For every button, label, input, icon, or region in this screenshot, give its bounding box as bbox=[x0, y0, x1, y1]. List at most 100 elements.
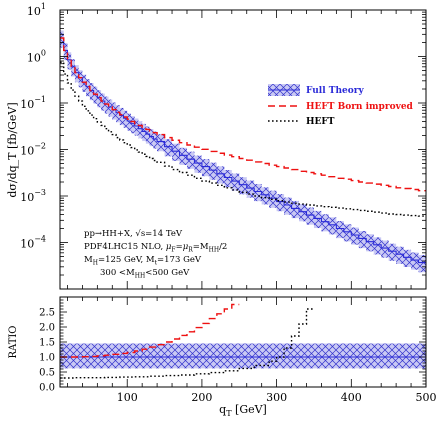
full-theory-band-bin bbox=[104, 96, 109, 114]
annotation-line-3: MH=125 GeV, Mt=173 GeV bbox=[84, 255, 202, 267]
legend-heft-born-improved: HEFT Born improved bbox=[268, 102, 414, 112]
legend: Full Theory HEFT Born improved HEFT bbox=[268, 84, 414, 127]
full-theory-band-bin bbox=[89, 83, 94, 101]
full-theory-band-bin bbox=[101, 93, 105, 111]
full-theory-band-bin bbox=[164, 139, 173, 157]
annotation-a: PDF4LHC15 NLO, bbox=[84, 242, 166, 252]
ratio-y-tick-label: 2.5 bbox=[39, 308, 55, 319]
annotation-tail: /2 bbox=[219, 242, 227, 252]
ratio-plot bbox=[60, 303, 426, 379]
full-theory-band-bin bbox=[366, 234, 374, 252]
full-theory-band-bin bbox=[351, 227, 359, 245]
full-theory-band-bin bbox=[358, 230, 367, 249]
annotation-a: 300 <M bbox=[100, 268, 135, 278]
full-theory-band-bin bbox=[82, 74, 87, 92]
annotation-t: pp→HH+X, √s=14 TeV bbox=[84, 229, 183, 239]
full-theory-band-bin bbox=[123, 110, 128, 128]
full-theory-band-bin bbox=[403, 249, 412, 267]
full-theory-band-bin bbox=[145, 126, 150, 144]
annotation-b: <500 GeV bbox=[145, 268, 190, 278]
x-axis-label-unit: [GeV] bbox=[232, 403, 267, 416]
full-theory-band-bin bbox=[86, 79, 90, 97]
full-theory-band-bin bbox=[93, 86, 98, 104]
ratio-heft-born-improved-line bbox=[60, 303, 240, 358]
full-theory-band-bin bbox=[343, 224, 352, 242]
main-y-tick-label-base: 10 bbox=[20, 191, 34, 204]
full-theory-band-bin bbox=[134, 118, 139, 136]
full-theory-band-bin bbox=[127, 113, 131, 131]
main-y-tick-label-exp: −1 bbox=[34, 95, 46, 104]
main-y-tick-label-exp: −2 bbox=[34, 142, 46, 151]
main-y-tick-label-base: 10 bbox=[27, 5, 41, 18]
ratio-x-tick-label: 400 bbox=[341, 391, 362, 404]
legend-label: HEFT bbox=[306, 117, 335, 127]
main-y-tick-label: 10−1 bbox=[20, 95, 46, 111]
full-theory-band-bin bbox=[291, 200, 300, 219]
full-theory-band-bin bbox=[396, 246, 404, 264]
main-y-tick-label-exp: 1 bbox=[41, 2, 46, 11]
heft-born-improved-line bbox=[60, 37, 426, 192]
ratio-plot-ticks: 100 200 300 400 500 0.0 0.5 1.0 1.5 2.0 2.5 bbox=[39, 296, 437, 404]
main-y-tick-label: 100 bbox=[27, 49, 46, 65]
full-theory-band-bin bbox=[336, 220, 344, 239]
annotation-mu: μ bbox=[183, 242, 189, 252]
full-theory-band-bin bbox=[112, 102, 117, 120]
ratio-full-theory-band bbox=[60, 343, 426, 369]
full-theory-band-bin bbox=[71, 59, 75, 77]
full-theory-band-bin bbox=[313, 210, 322, 229]
full-theory-band-bin bbox=[149, 129, 154, 147]
ratio-y-tick-label: 1.5 bbox=[39, 338, 55, 349]
full-theory-band-bin bbox=[60, 30, 64, 48]
main-y-tick-label-base: 10 bbox=[20, 238, 34, 251]
annotation-c: =173 GeV bbox=[157, 255, 202, 265]
annotation-line-4: 300 <MHH<500 GeV bbox=[100, 268, 190, 280]
ratio-y-tick-label: 0.5 bbox=[39, 368, 55, 379]
ratio-y-axis-label: RATIO bbox=[8, 325, 19, 358]
legend-heft: HEFT bbox=[268, 117, 335, 127]
full-theory-band-bin bbox=[299, 204, 307, 222]
annotation-a: M bbox=[84, 255, 93, 265]
full-theory-band-bin bbox=[224, 169, 232, 188]
full-theory-band-bin bbox=[284, 197, 292, 215]
full-theory-band-bin bbox=[194, 155, 202, 173]
full-theory-band-bin bbox=[216, 166, 225, 184]
x-axis-label-main: q bbox=[219, 403, 226, 416]
main-y-tick-label-base: 10 bbox=[20, 98, 34, 111]
legend-label: HEFT Born improved bbox=[306, 102, 414, 112]
ratio-x-tick-label: 300 bbox=[266, 391, 287, 404]
annotation-line-2: PDF4LHC15 NLO, μF=μR=MHH/2 bbox=[84, 242, 227, 254]
annotation-mid: = bbox=[176, 242, 183, 252]
full-theory-band-bin bbox=[74, 65, 79, 83]
annotation-sHH: HH bbox=[135, 273, 145, 280]
annotation-line-1: pp→HH+X, √s=14 TeV bbox=[84, 229, 183, 239]
full-theory-band-bin bbox=[108, 99, 113, 117]
full-theory-band-bin bbox=[186, 151, 195, 169]
full-theory-band-bin bbox=[130, 116, 135, 134]
main-y-tick-label: 10−2 bbox=[20, 142, 46, 158]
full-theory-band-bin bbox=[276, 194, 285, 212]
legend-full-theory: Full Theory bbox=[268, 84, 364, 96]
annotation-sF: F bbox=[171, 247, 175, 254]
annotation-st: t bbox=[155, 260, 158, 267]
ratio-y-tick-label: 2.0 bbox=[39, 323, 55, 334]
x-axis-label-sub: T bbox=[226, 409, 232, 418]
heft-line bbox=[60, 61, 426, 217]
ratio-heft-line bbox=[60, 308, 314, 379]
annotation-sH: H bbox=[93, 260, 98, 267]
main-y-tick-label-exp: −4 bbox=[34, 235, 46, 244]
full-theory-band-bin bbox=[321, 214, 329, 232]
main-y-tick-label-base: 10 bbox=[20, 145, 34, 158]
full-theory-band-bin bbox=[254, 183, 262, 202]
full-theory-band-bin bbox=[231, 173, 240, 191]
main-distribution-plot bbox=[60, 30, 426, 273]
full-theory-band-bin bbox=[157, 134, 165, 152]
ratio-x-tick-label: 100 bbox=[117, 391, 138, 404]
ratio-plot-frame bbox=[59, 296, 427, 388]
full-theory-band-bin bbox=[246, 180, 255, 198]
full-theory-band-bin bbox=[153, 131, 158, 149]
full-theory-band-bin bbox=[172, 143, 180, 161]
